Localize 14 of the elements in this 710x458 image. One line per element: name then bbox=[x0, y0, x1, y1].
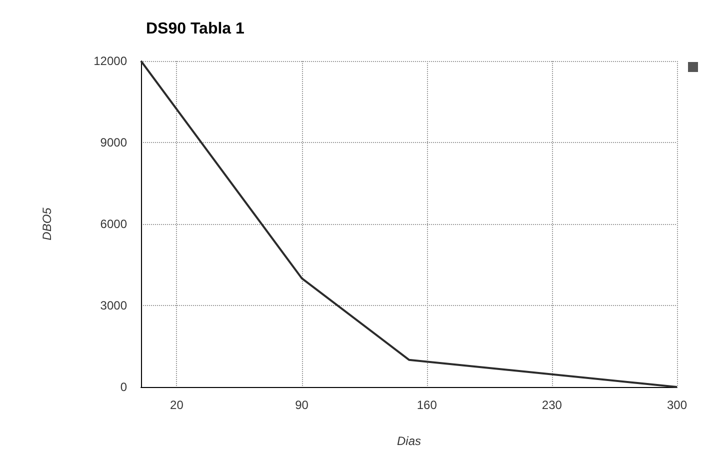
x-tick-label: 90 bbox=[295, 398, 309, 412]
x-axis-title: Dias bbox=[396, 434, 422, 448]
y-tick-label: 3000 bbox=[100, 298, 128, 312]
line-series bbox=[140, 60, 678, 388]
y-tick-label: 12000 bbox=[94, 54, 128, 68]
x-tick-label: 20 bbox=[170, 398, 184, 412]
y-tick-label: 9000 bbox=[100, 136, 128, 150]
chart-title: DS90 Tabla 1 bbox=[146, 20, 245, 38]
x-tick-label: 300 bbox=[666, 398, 688, 412]
x-tick-label: 160 bbox=[416, 398, 438, 412]
x-tick-label: 230 bbox=[542, 398, 562, 412]
y-tick-label: 0 bbox=[120, 380, 128, 394]
y-axis-title: DBO5 bbox=[40, 207, 54, 240]
y-tick-label: 6000 bbox=[100, 217, 128, 231]
